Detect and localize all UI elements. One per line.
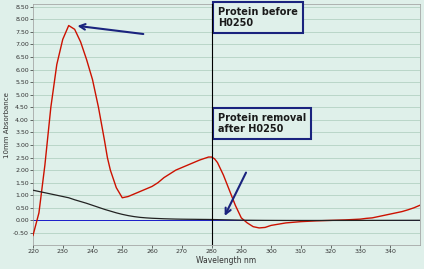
- Text: Protein removal
after H0250: Protein removal after H0250: [218, 113, 306, 134]
- Text: Protein before
H0250: Protein before H0250: [218, 6, 298, 28]
- X-axis label: Wavelength nm: Wavelength nm: [196, 256, 257, 265]
- Y-axis label: 10mm Absorbance: 10mm Absorbance: [4, 92, 10, 158]
